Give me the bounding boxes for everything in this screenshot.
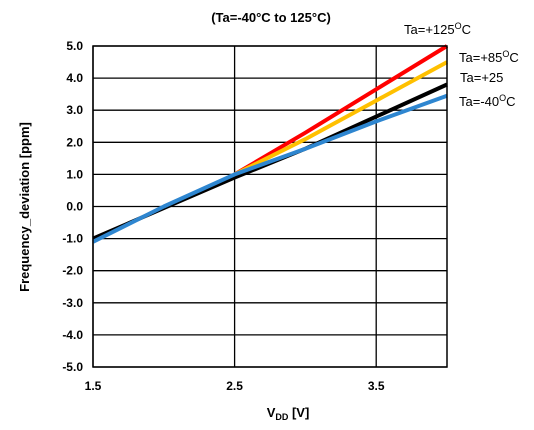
x-axis-label-main: V <box>267 405 276 420</box>
y-axis-label: Frequency_deviation [ppm] <box>17 122 32 292</box>
y-tick-label: 1.0 <box>66 167 83 181</box>
y-tick-label: 3.0 <box>66 103 83 117</box>
series-label: Ta=+25 <box>460 70 503 85</box>
series-lines <box>92 44 449 244</box>
y-tick-label: 4.0 <box>66 71 83 85</box>
plot-area-border <box>92 45 448 368</box>
series-label: Ta=-40OC <box>459 93 516 109</box>
y-tick-label: -5.0 <box>62 360 83 374</box>
chart-title: (Ta=-40°C to 125°C) <box>211 10 331 25</box>
y-tick-label: 5.0 <box>66 39 83 53</box>
y-axis-ticks: 5.0 4.0 3.0 2.0 1.0 0.0 -1.0 -2.0 -3.0 -4.0 -5.0 <box>62 39 83 374</box>
y-tick-label: 0.0 <box>66 200 83 214</box>
x-tick-label: 2.5 <box>226 379 243 393</box>
x-axis-label: VDD [V] <box>267 405 310 422</box>
series-labels: Ta=+125OC Ta=+85OC Ta=+25 Ta=-40OC <box>404 21 519 109</box>
series-line <box>92 93 448 244</box>
grid <box>92 45 447 368</box>
series-line <box>233 44 449 177</box>
series-label: Ta=+85OC <box>459 49 519 65</box>
x-axis-label-sub: DD <box>275 412 288 422</box>
y-tick-label: -4.0 <box>62 328 83 342</box>
x-axis-ticks: 1.5 2.5 3.5 <box>85 379 385 393</box>
x-tick-label: 1.5 <box>85 379 102 393</box>
y-tick-label: -3.0 <box>62 296 83 310</box>
y-tick-label: -2.0 <box>62 264 83 278</box>
series-line <box>233 60 448 177</box>
y-tick-label: 2.0 <box>66 135 83 149</box>
y-tick-label: -1.0 <box>62 232 83 246</box>
x-axis-label-unit: [V] <box>288 405 309 420</box>
series-label: Ta=+125OC <box>404 21 471 37</box>
x-tick-label: 3.5 <box>368 379 385 393</box>
